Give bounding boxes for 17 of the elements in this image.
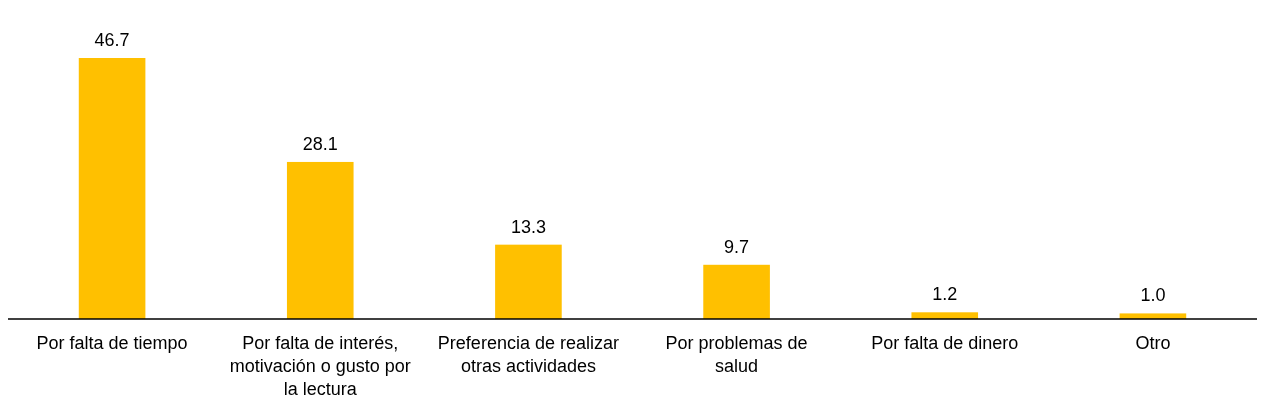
- bar: [703, 264, 770, 319]
- bar: [286, 161, 354, 319]
- x-tick-label: Preferencia de realizar otras actividades: [437, 333, 619, 376]
- bar: [911, 312, 979, 319]
- x-tick-label: Por falta de dinero: [871, 333, 1019, 353]
- x-tick-label: Otro: [1135, 333, 1171, 353]
- data-label: 1.2: [932, 284, 958, 305]
- bar: [495, 244, 562, 319]
- data-label: 9.7: [724, 236, 750, 257]
- x-tick-label: Por falta de interés, motivación o gusto por la lectura: [229, 333, 411, 399]
- data-label: 28.1: [302, 133, 338, 154]
- data-label: 13.3: [510, 216, 546, 237]
- data-label: 1.0: [1140, 285, 1166, 306]
- data-label: 46.7: [94, 30, 130, 50]
- bar: [78, 58, 146, 319]
- x-tick-label: Por falta de tiempo: [36, 333, 188, 353]
- x-tick-label: Por problemas de salud: [665, 333, 808, 376]
